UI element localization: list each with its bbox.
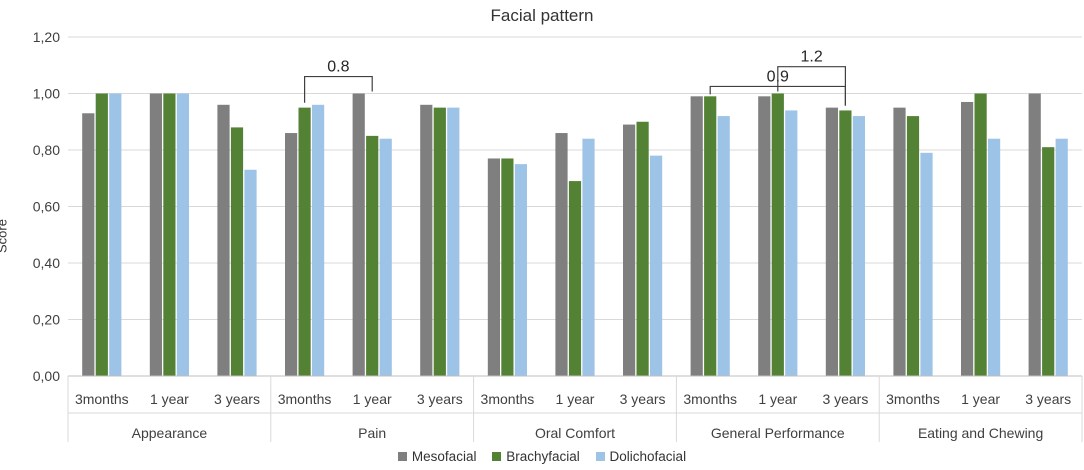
bar-dolichofacial (717, 116, 730, 376)
x-tick-label: 3 years (1025, 391, 1071, 407)
bar-dolichofacial (447, 107, 460, 377)
bar-brachyfacial (704, 96, 717, 376)
legend-label: Brachyfacial (506, 449, 580, 464)
bar-mesofacial (217, 104, 230, 377)
bar-brachyfacial (839, 110, 852, 376)
bar-brachyfacial (95, 93, 108, 376)
bar-brachyfacial (501, 158, 514, 376)
group-label: General Performance (711, 425, 845, 441)
x-tick-label: 3months (278, 391, 332, 407)
bars (82, 93, 1068, 377)
bar-dolichofacial (582, 138, 595, 376)
bar-mesofacial (825, 107, 838, 377)
legend-label: Dolichofacial (609, 449, 687, 464)
bar-mesofacial (285, 133, 298, 376)
group-label: Oral Comfort (535, 425, 615, 441)
bar-dolichofacial (785, 110, 798, 376)
x-tick-label: 1 year (353, 391, 392, 407)
bar-brachyfacial (1042, 147, 1055, 376)
bar-dolichofacial (244, 169, 257, 376)
y-tick-label: 1,00 (33, 86, 60, 102)
bar-mesofacial (420, 104, 433, 377)
bar-dolichofacial (1055, 138, 1068, 376)
group-label: Eating and Chewing (918, 425, 1043, 441)
x-axis: 3months 1 year 3 years 3months 1 year 3 years… (67, 375, 1083, 442)
group-label: Appearance (132, 425, 208, 441)
legend-label: Mesofacial (411, 449, 477, 464)
y-tick-labels: 0,00 0,20 0,40 0,60 0,80 1,00 1,20 (33, 29, 60, 384)
bar-dolichofacial (312, 104, 325, 377)
bar-dolichofacial (514, 164, 527, 377)
bar-brachyfacial (366, 135, 379, 377)
x-tick-label: 3months (481, 391, 535, 407)
annotation-label: 1.2 (800, 49, 822, 66)
x-tick-label: 3 years (822, 391, 868, 407)
annotation-label: 0.8 (327, 59, 349, 76)
bar-mesofacial (623, 124, 636, 376)
legend-item-brachyfacial: Brachyfacial (492, 449, 580, 464)
bar-brachyfacial (230, 127, 244, 377)
x-tick-label: 3 years (417, 391, 463, 407)
bar-mesofacial (1028, 93, 1041, 376)
x-tick-label: 1 year (758, 391, 797, 407)
legend-item-dolichofacial: Dolichofacial (595, 449, 687, 464)
x-tick-label: 1 year (961, 391, 1000, 407)
x-tick-label: 3months (75, 391, 129, 407)
bar-brachyfacial (433, 107, 446, 377)
y-tick-label: 0,60 (33, 199, 60, 215)
bar-brachyfacial (298, 107, 311, 377)
bar-mesofacial (690, 96, 703, 376)
bar-mesofacial (758, 96, 771, 376)
bar-mesofacial (555, 133, 568, 376)
y-tick-label: 0,20 (33, 312, 60, 328)
bar-dolichofacial (988, 138, 1001, 376)
x-tick-label: 3months (886, 391, 940, 407)
bar-dolichofacial (109, 93, 122, 376)
bar-mesofacial (961, 101, 974, 376)
x-tick-label: 1 year (150, 391, 189, 407)
significance-bracket (304, 75, 373, 103)
legend-swatch-brachyfacial (492, 452, 502, 461)
bar-mesofacial (82, 113, 95, 377)
bar-mesofacial (893, 107, 906, 377)
bar-mesofacial (149, 93, 162, 376)
significance-bracket (777, 66, 846, 106)
bar-brachyfacial (974, 93, 987, 376)
y-tick-label: 0,40 (33, 255, 60, 271)
bar-dolichofacial (176, 93, 189, 376)
y-axis-label: Score (0, 219, 10, 253)
x-tick-label: 3 years (620, 391, 666, 407)
bar-brachyfacial (906, 116, 920, 376)
bar-dolichofacial (379, 138, 392, 376)
x-tick-label: 1 year (556, 391, 595, 407)
bar-brachyfacial (568, 181, 582, 376)
x-tick-label: 3 years (214, 391, 260, 407)
chart-title: Facial pattern (490, 6, 594, 25)
y-tick-label: 1,20 (33, 29, 60, 45)
bar-dolichofacial (920, 152, 933, 376)
bar-dolichofacial (852, 116, 865, 376)
legend: Mesofacial Brachyfacial Dolichofacial (0, 449, 1084, 464)
bar-brachyfacial (636, 121, 649, 376)
bar-mesofacial (352, 93, 365, 376)
legend-swatch-dolichofacial (595, 452, 605, 461)
bar-brachyfacial (163, 93, 176, 376)
legend-item-mesofacial: Mesofacial (397, 449, 477, 464)
bar-brachyfacial (771, 93, 784, 376)
x-tick-label: 3months (683, 391, 737, 407)
y-tick-label: 0,00 (33, 368, 60, 384)
annotations: 0.80.91.2 (304, 49, 846, 106)
legend-swatch-mesofacial (397, 452, 407, 461)
y-tick-label: 0,80 (33, 142, 60, 158)
group-label: Pain (358, 425, 386, 441)
bar-dolichofacial (650, 155, 663, 376)
bar-mesofacial (487, 158, 500, 376)
